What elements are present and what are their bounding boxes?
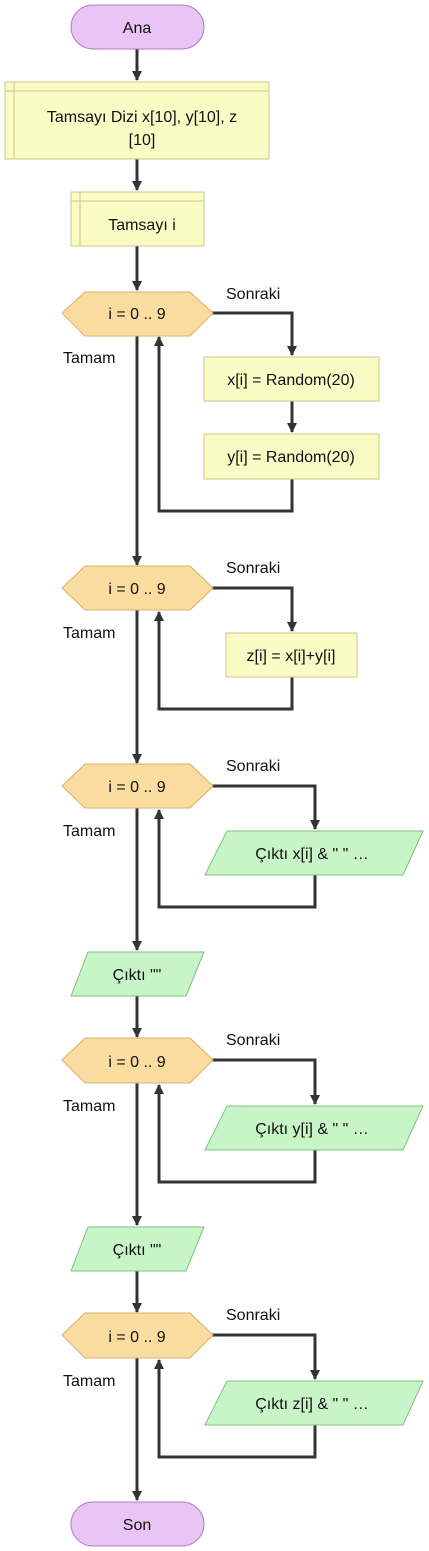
start-label: Ana: [123, 20, 152, 37]
assign-z-label: z[i] = x[i]+y[i]: [247, 648, 336, 665]
loop2-label: i = 0 .. 9: [108, 581, 165, 598]
loop4-done-label: Tamam: [63, 1098, 115, 1115]
loop5-done-label: Tamam: [63, 1373, 115, 1390]
loop2-hexagon: i = 0 .. 9: [61, 565, 214, 611]
output-blank1-io: Çıktı "": [70, 951, 205, 997]
assign-y-label: y[i] = Random(20): [227, 449, 355, 466]
edges: [132, 49, 320, 1501]
loop4-hexagon: i = 0 .. 9: [61, 1037, 214, 1084]
end-label: Son: [123, 1517, 151, 1534]
output-blank1-label: Çıktı "": [113, 967, 162, 984]
edge-loop2-back: [154, 611, 294, 711]
assign-z-process: z[i] = x[i]+y[i]: [225, 632, 358, 678]
loop4-next-label: Sonraki: [226, 1032, 280, 1049]
loop1-label: i = 0 .. 9: [108, 306, 165, 323]
edge-loop1-next: [212, 311, 297, 356]
output-blank2-label: Çıktı "": [113, 1242, 162, 1259]
loop2-done-label: Tamam: [63, 625, 115, 642]
loop3-next-label: Sonraki: [226, 758, 280, 775]
output-y-io: Çıktı y[i] & " " …: [204, 1105, 424, 1151]
output-x-label: Çıktı x[i] & " " …: [255, 846, 369, 863]
edge-loop2-next: [212, 586, 297, 632]
edge-loop4-next: [212, 1058, 320, 1105]
output-x-io: Çıktı x[i] & " " …: [204, 830, 424, 876]
loop1-next-label: Sonraki: [226, 286, 280, 303]
declare-i-block: Tamsayı i: [70, 191, 205, 247]
assign-x-label: x[i] = Random(20): [227, 372, 355, 389]
loop3-hexagon: i = 0 .. 9: [61, 763, 214, 809]
loop3-label: i = 0 .. 9: [108, 779, 165, 796]
edge-loop3-back: [154, 809, 317, 909]
loop3-done-label: Tamam: [63, 823, 115, 840]
loop5-hexagon: i = 0 .. 9: [61, 1312, 214, 1359]
loop1-done-label: Tamam: [63, 350, 115, 367]
output-z-io: Çıktı z[i] & " " …: [204, 1380, 424, 1426]
assign-x-process: x[i] = Random(20): [203, 356, 380, 402]
edge-labels: Sonraki Tamam Sonraki Tamam Sonraki Tama…: [63, 286, 280, 1390]
edge-loop5-next: [212, 1333, 320, 1380]
loop5-next-label: Sonraki: [226, 1307, 280, 1324]
loop1-hexagon: i = 0 .. 9: [61, 291, 214, 337]
assign-y-process: y[i] = Random(20): [203, 433, 380, 480]
output-y-label: Çıktı y[i] & " " …: [255, 1121, 369, 1138]
edge-loop1-back: [154, 336, 294, 513]
edge-loop4-back: [154, 1084, 317, 1184]
loop4-label: i = 0 .. 9: [108, 1054, 165, 1071]
start-terminal: Ana: [70, 4, 205, 50]
declare-arrays-block: Tamsayı Dizi x[10], y[10], z [10]: [4, 81, 270, 160]
end-terminal: Son: [70, 1501, 205, 1547]
edge-loop3-next: [212, 784, 320, 830]
loop5-label: i = 0 .. 9: [108, 1329, 165, 1346]
declare-i-label: Tamsayı i: [108, 217, 176, 234]
declare-arrays-line2: [10]: [129, 132, 156, 149]
loop2-next-label: Sonraki: [226, 560, 280, 577]
output-z-label: Çıktı z[i] & " " …: [255, 1396, 369, 1413]
edge-loop5-back: [154, 1359, 317, 1459]
output-blank2-io: Çıktı "": [70, 1226, 205, 1272]
declare-arrays-line1: Tamsayı Dizi x[10], y[10], z: [47, 109, 237, 126]
